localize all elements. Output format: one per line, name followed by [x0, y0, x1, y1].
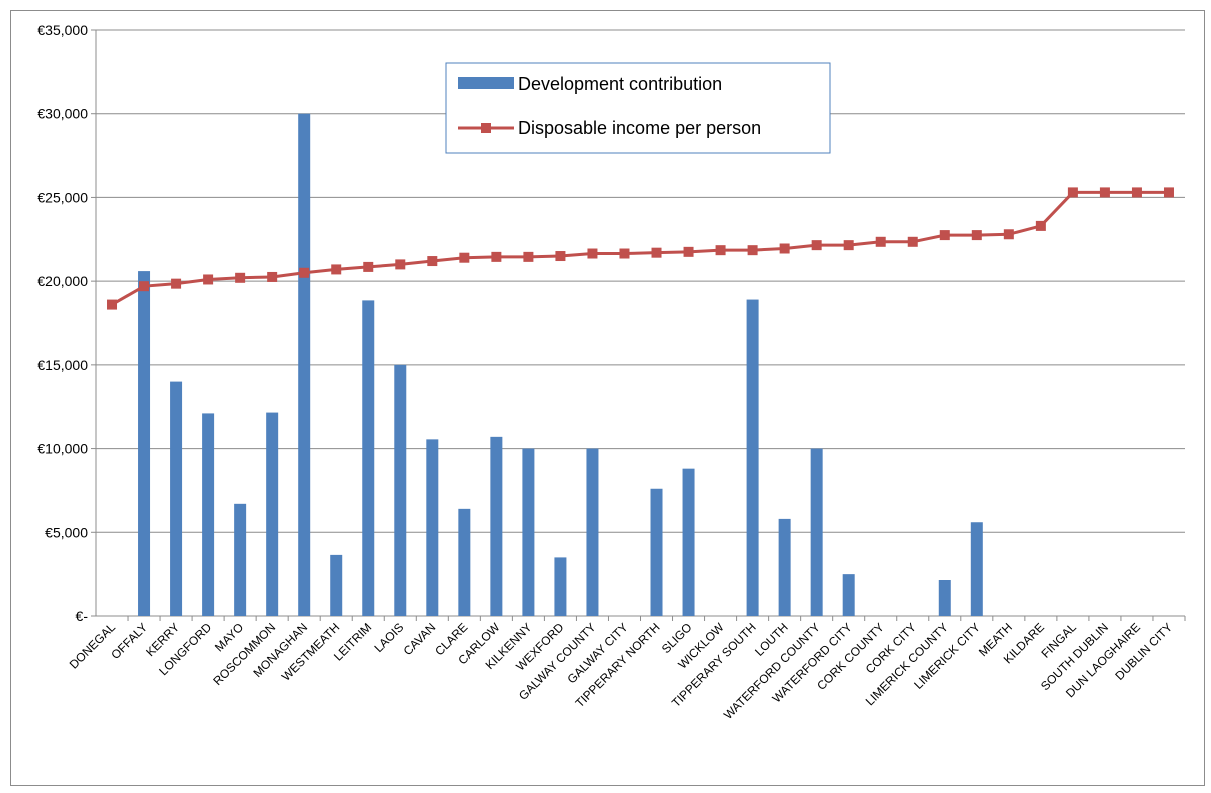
bar [810, 448, 823, 616]
line-marker [395, 259, 406, 270]
line-marker [1067, 187, 1078, 198]
line-marker [139, 281, 150, 292]
x-axis-ticks: DONEGALOFFALYKERRYLONGFORDMAYOROSCOMMONM… [67, 620, 1175, 722]
line-marker [651, 247, 662, 258]
bar [170, 381, 183, 616]
line-marker [555, 251, 566, 262]
line-marker [363, 261, 374, 272]
line-marker [203, 274, 214, 285]
bar [202, 413, 215, 616]
bar [682, 468, 695, 616]
bar [138, 271, 151, 616]
line-marker [235, 272, 246, 283]
line-marker [619, 248, 630, 259]
y-tick-label: €20,000 [37, 273, 88, 289]
y-tick-label: €5,000 [45, 524, 88, 540]
line-marker [107, 299, 118, 310]
bar [586, 448, 599, 616]
bar [842, 574, 855, 616]
bar [330, 554, 343, 616]
bar [298, 113, 311, 616]
legend: Development contribution Disposable inco… [445, 62, 831, 154]
line-marker [491, 251, 502, 262]
bar [394, 364, 407, 616]
bar [778, 518, 791, 616]
bar [234, 503, 247, 616]
bar [746, 299, 759, 616]
x-tick-label: CAVAN [401, 620, 439, 658]
line-marker [267, 271, 278, 282]
line-marker [715, 245, 726, 256]
bar [970, 522, 983, 616]
bar [266, 412, 279, 616]
bar [458, 508, 471, 616]
bar [650, 488, 663, 616]
line-marker [811, 240, 822, 251]
line-marker [971, 230, 982, 241]
x-tick-label: OFFALY [108, 620, 150, 662]
y-tick-label: €25,000 [37, 189, 88, 205]
bar [490, 436, 503, 616]
line-marker [939, 230, 950, 241]
bar-series [138, 113, 983, 616]
legend-marker-swatch [481, 123, 491, 133]
y-tick-label: €15,000 [37, 357, 88, 373]
line-marker [459, 252, 470, 263]
line-series [107, 187, 1174, 310]
line-marker [1163, 187, 1174, 198]
y-tick-label: €30,000 [37, 106, 88, 122]
bar [522, 448, 535, 616]
bar [938, 580, 951, 616]
bar [554, 557, 567, 616]
legend-bar-swatch [458, 77, 514, 89]
y-tick-label: €- [76, 608, 89, 624]
line-marker [779, 243, 790, 254]
line-marker [1003, 229, 1014, 240]
legend-label-line: Disposable income per person [518, 118, 761, 138]
line-marker [1035, 220, 1046, 231]
line-marker [1131, 187, 1142, 198]
y-tick-label: €10,000 [37, 441, 88, 457]
x-tick-label: DONEGAL [67, 620, 119, 672]
line-marker [875, 236, 886, 247]
bar [362, 300, 375, 616]
bar [426, 439, 439, 616]
line-marker [907, 236, 918, 247]
line-marker [587, 248, 598, 259]
legend-label-bar: Development contribution [518, 74, 722, 94]
line-marker [331, 264, 342, 275]
y-axis-ticks: €- €5,000 €10,000 €15,000 €20,000 €25,000 €30,… [37, 22, 88, 624]
line-marker [1099, 187, 1110, 198]
line-marker [747, 245, 758, 256]
x-tick-label: DUBLIN CITY [1112, 620, 1175, 683]
line-marker [843, 240, 854, 251]
line-marker [171, 278, 182, 289]
income-line [111, 190, 1169, 306]
line-marker [523, 251, 534, 262]
line-marker [427, 256, 438, 267]
line-marker [683, 246, 694, 257]
line-marker [299, 267, 310, 278]
y-tick-label: €35,000 [37, 22, 88, 38]
